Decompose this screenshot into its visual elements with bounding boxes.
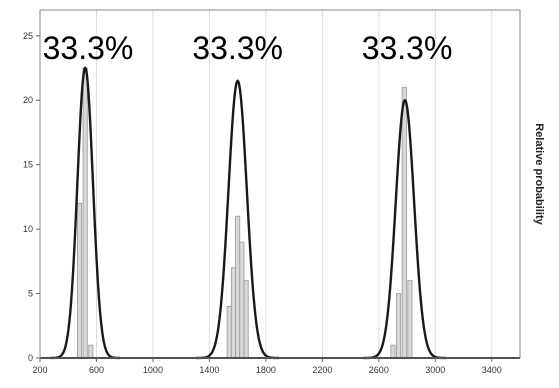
histogram-bar bbox=[235, 215, 241, 359]
x-tick-label: 600 bbox=[89, 365, 104, 375]
histogram-bar bbox=[88, 344, 94, 359]
y-tick-label: 10 bbox=[23, 224, 33, 234]
y-tick-label: 15 bbox=[23, 160, 33, 170]
histogram-bar bbox=[230, 267, 236, 359]
histogram-bar bbox=[77, 202, 83, 359]
percentage-annotation: 33.3% bbox=[192, 30, 283, 66]
x-tick-label: 1400 bbox=[199, 365, 219, 375]
x-tick-label: 3400 bbox=[482, 365, 502, 375]
x-tick-label: 1800 bbox=[256, 365, 276, 375]
density-curve bbox=[50, 66, 121, 360]
y-tick-label: 0 bbox=[28, 353, 33, 363]
histogram-bars bbox=[77, 67, 413, 359]
histogram-bar bbox=[401, 86, 407, 359]
y-tick-label: 20 bbox=[23, 95, 33, 105]
grid-lines bbox=[95, 10, 493, 358]
annotations: 33.3% 33.3% 33.3% bbox=[43, 30, 453, 66]
density-curves bbox=[40, 66, 520, 360]
histogram-bar bbox=[390, 344, 396, 359]
y-tick-label: 5 bbox=[28, 289, 33, 299]
histogram-bar bbox=[396, 293, 402, 359]
histogram-bar bbox=[407, 280, 413, 359]
percentage-annotation: 33.3% bbox=[362, 30, 453, 66]
percentage-annotation: 33.3% bbox=[43, 30, 134, 66]
plot-frame bbox=[39, 9, 521, 359]
histogram-bar bbox=[82, 67, 88, 359]
x-tick-label: 1000 bbox=[143, 365, 163, 375]
y-tick-label: 25 bbox=[23, 31, 33, 41]
density-curve bbox=[196, 79, 279, 360]
y-axis-ticks: 0 5 10 15 20 25 bbox=[23, 31, 40, 363]
x-axis-ticks: 200 600 1000 1400 1800 2200 2600 3000 3400 bbox=[32, 358, 502, 375]
histogram-bar bbox=[239, 241, 245, 359]
histogram-bar bbox=[226, 306, 232, 359]
x-tick-label: 2600 bbox=[369, 365, 389, 375]
x-tick-label: 2200 bbox=[312, 365, 332, 375]
x-tick-label: 200 bbox=[32, 365, 47, 375]
x-tick-label: 3000 bbox=[425, 365, 445, 375]
y-axis-title: Relative probability bbox=[533, 123, 545, 225]
density-curve bbox=[363, 98, 447, 360]
histogram-bar bbox=[243, 280, 249, 359]
